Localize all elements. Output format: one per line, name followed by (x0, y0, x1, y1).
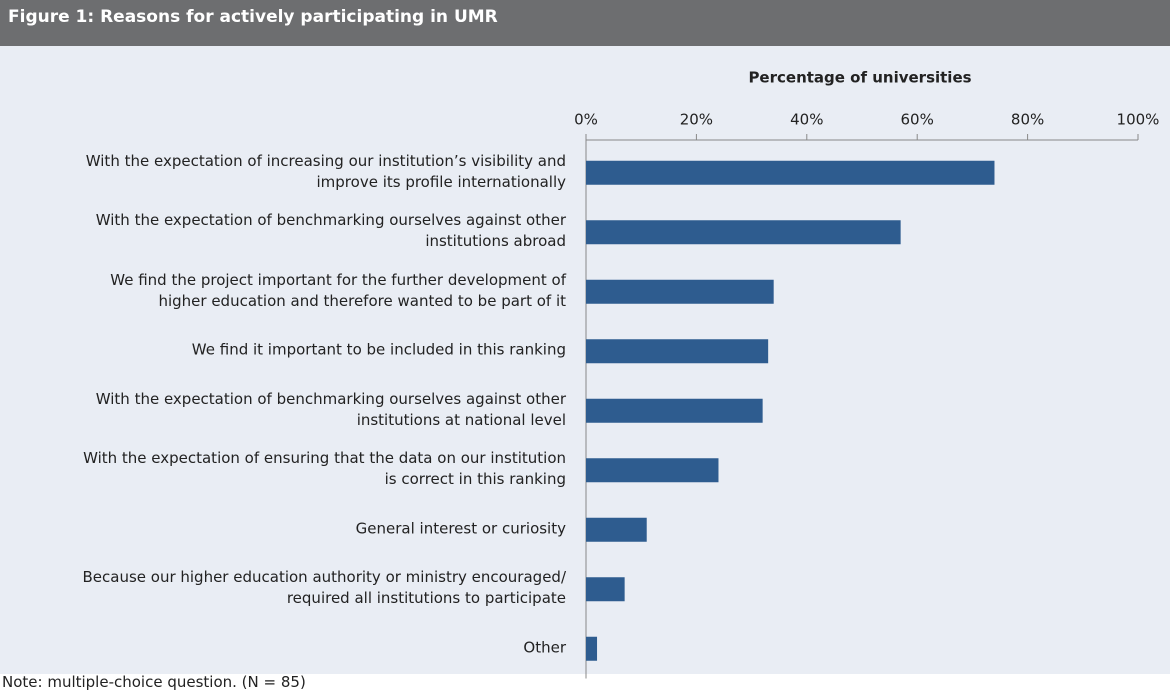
category-label: We find it important to be included in t… (191, 340, 566, 359)
bar (586, 398, 763, 423)
figure-title: Figure 1: Reasons for actively participa… (0, 0, 1170, 46)
note: Note: multiple-choice question. (N = 85) (2, 673, 306, 691)
bar (586, 339, 769, 364)
category-label: With the expectation of benchmarking our… (95, 211, 566, 251)
bar (586, 636, 598, 661)
x-tick-label: 40% (790, 111, 823, 129)
category-label: With the expectation of increasing our i… (85, 151, 566, 191)
bar (586, 279, 774, 304)
x-tick-label: 80% (1011, 111, 1044, 129)
category-label: Because our higher education authority o… (82, 568, 566, 608)
category-label: General interest or curiosity (355, 519, 566, 538)
chart-panel (0, 46, 1170, 674)
x-tick-label: 20% (680, 111, 713, 129)
x-axis-title: Percentage of universities (748, 69, 971, 87)
category-label: With the expectation of ensuring that th… (83, 449, 566, 489)
bar (586, 160, 995, 185)
bar (586, 220, 901, 245)
category-label: We find the project important for the fu… (110, 270, 566, 310)
category-label: With the expectation of benchmarking our… (95, 389, 566, 429)
x-tick-label: 60% (901, 111, 934, 129)
bar (586, 577, 625, 602)
category-label: Other (523, 638, 566, 657)
bar (586, 458, 719, 483)
x-tick-label: 0% (574, 111, 598, 129)
x-tick-label: 100% (1117, 111, 1160, 129)
bar (586, 517, 647, 542)
